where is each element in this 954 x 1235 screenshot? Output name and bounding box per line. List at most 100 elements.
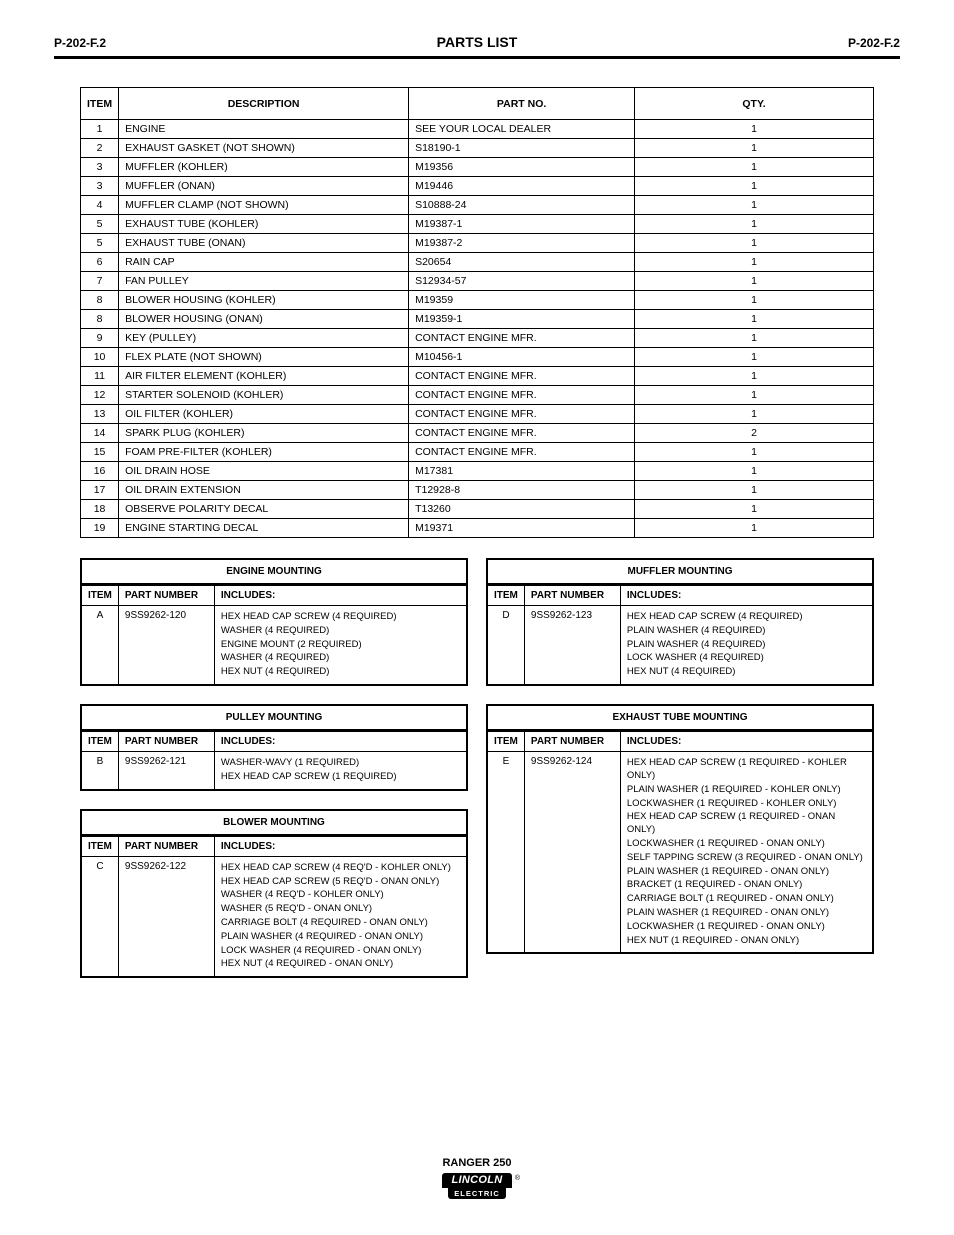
includes-line: PLAIN WASHER (1 REQUIRED - KOHLER ONLY) xyxy=(627,784,866,797)
table-row: 3MUFFLER (ONAN)M194461 xyxy=(81,177,874,196)
cell-qty: 1 xyxy=(635,272,874,291)
col-desc: DESCRIPTION xyxy=(119,88,409,120)
cell-item: D xyxy=(487,606,524,686)
cell-part: 9SS9262-122 xyxy=(118,856,214,977)
col-includes: INCLUDES: xyxy=(214,731,467,752)
subtable-header-row: ITEM PART NUMBER INCLUDES: xyxy=(81,731,467,752)
table-row: 12STARTER SOLENOID (KOHLER)CONTACT ENGIN… xyxy=(81,386,874,405)
subtable-title: BLOWER MOUNTING xyxy=(80,809,468,835)
includes-line: BRACKET (1 REQUIRED - ONAN ONLY) xyxy=(627,879,866,892)
col-includes: INCLUDES: xyxy=(620,585,873,606)
cell-qty: 1 xyxy=(635,500,874,519)
cell-desc: SPARK PLUG (KOHLER) xyxy=(119,424,409,443)
lincoln-electric-logo: LINCOLN ELECTRIC ® xyxy=(442,1173,512,1203)
includes-line: HEX HEAD CAP SCREW (1 REQUIRED - ONAN ON… xyxy=(627,811,866,837)
logo-top-text: LINCOLN xyxy=(442,1173,512,1188)
table-row: C9SS9262-122 HEX HEAD CAP SCREW (4 REQ'D … xyxy=(81,856,467,977)
col-part: PART NUMBER xyxy=(524,731,620,752)
includes-line: HEX HEAD CAP SCREW (4 REQUIRED) xyxy=(221,611,460,624)
cell-item: 6 xyxy=(81,253,119,272)
col-part: PART NUMBER xyxy=(118,731,214,752)
cell-qty: 1 xyxy=(635,215,874,234)
subtable-title: EXHAUST TUBE MOUNTING xyxy=(486,704,874,730)
subtable-header-row: ITEM PART NUMBER INCLUDES: xyxy=(487,585,873,606)
includes-line: LOCK WASHER (4 REQUIRED - ONAN ONLY) xyxy=(221,945,460,958)
cell-desc: EXHAUST TUBE (KOHLER) xyxy=(119,215,409,234)
includes-line: HEX HEAD CAP SCREW (1 REQUIRED) xyxy=(221,771,460,784)
cell-part: 9SS9262-120 xyxy=(118,606,214,686)
cell-item: B xyxy=(81,752,118,790)
cell-desc: OIL DRAIN HOSE xyxy=(119,462,409,481)
includes-line: LOCKWASHER (1 REQUIRED - ONAN ONLY) xyxy=(627,838,866,851)
includes-line: PLAIN WASHER (4 REQUIRED) xyxy=(627,639,866,652)
col-item: ITEM xyxy=(487,731,524,752)
cell-part: S10888-24 xyxy=(409,196,635,215)
table-row: B9SS9262-121WASHER-WAVY (1 REQUIRED)HEX … xyxy=(81,752,467,790)
cell-includes: HEX HEAD CAP SCREW (1 REQUIRED - KOHLER … xyxy=(620,752,873,954)
cell-qty: 1 xyxy=(635,443,874,462)
cell-part: M19387-1 xyxy=(409,215,635,234)
cell-qty: 1 xyxy=(635,348,874,367)
cell-part: M19359-1 xyxy=(409,310,635,329)
cell-part: CONTACT ENGINE MFR. xyxy=(409,405,635,424)
cell-qty: 1 xyxy=(635,310,874,329)
cell-part: M19356 xyxy=(409,158,635,177)
table-row: 9KEY (PULLEY)CONTACT ENGINE MFR.1 xyxy=(81,329,874,348)
section-title: PARTS LIST xyxy=(437,34,518,50)
includes-line: HEX NUT (4 REQUIRED - ONAN ONLY) xyxy=(221,958,460,971)
footer-model: RANGER 250 xyxy=(54,1157,900,1169)
table-row: 10FLEX PLATE (NOT SHOWN)M10456-11 xyxy=(81,348,874,367)
cell-qty: 1 xyxy=(635,367,874,386)
cell-qty: 1 xyxy=(635,481,874,500)
table-row: 11AIR FILTER ELEMENT (KOHLER)CONTACT ENG… xyxy=(81,367,874,386)
cell-desc: KEY (PULLEY) xyxy=(119,329,409,348)
table-row: 15FOAM PRE-FILTER (KOHLER)CONTACT ENGINE… xyxy=(81,443,874,462)
cell-part: M19359 xyxy=(409,291,635,310)
registered-icon: ® xyxy=(515,1175,520,1182)
table-row: 1ENGINESEE YOUR LOCAL DEALER1 xyxy=(81,120,874,139)
table-row: 8BLOWER HOUSING (KOHLER)M193591 xyxy=(81,291,874,310)
table-row: 13OIL FILTER (KOHLER)CONTACT ENGINE MFR.… xyxy=(81,405,874,424)
cell-item: A xyxy=(81,606,118,686)
subtable-header-row: ITEM PART NUMBER INCLUDES: xyxy=(487,731,873,752)
cell-item: 9 xyxy=(81,329,119,348)
cell-desc: MUFFLER (KOHLER) xyxy=(119,158,409,177)
cell-item: 13 xyxy=(81,405,119,424)
cell-item: 15 xyxy=(81,443,119,462)
cell-item: 7 xyxy=(81,272,119,291)
col-includes: INCLUDES: xyxy=(620,731,873,752)
includes-line: HEX HEAD CAP SCREW (4 REQ'D - KOHLER ONL… xyxy=(221,862,460,875)
cell-part: T12928-8 xyxy=(409,481,635,500)
cell-item: C xyxy=(81,856,118,977)
table-row: 5EXHAUST TUBE (ONAN)M19387-21 xyxy=(81,234,874,253)
cell-part: M10456-1 xyxy=(409,348,635,367)
cell-part: T13260 xyxy=(409,500,635,519)
cell-desc: OIL DRAIN EXTENSION xyxy=(119,481,409,500)
table-row: D9SS9262-123HEX HEAD CAP SCREW (4 REQUIR… xyxy=(487,606,873,686)
cell-part: CONTACT ENGINE MFR. xyxy=(409,424,635,443)
includes-line: LOCK WASHER (4 REQUIRED) xyxy=(627,652,866,665)
parts-table-header-row: ITEM DESCRIPTION PART NO. QTY. xyxy=(81,88,874,120)
table-row: 6RAIN CAPS206541 xyxy=(81,253,874,272)
cell-qty: 1 xyxy=(635,253,874,272)
includes-line: PLAIN WASHER (4 REQUIRED) xyxy=(627,625,866,638)
parts-table: ITEM DESCRIPTION PART NO. QTY. 1ENGINESE… xyxy=(80,87,874,538)
cell-desc: MUFFLER CLAMP (NOT SHOWN) xyxy=(119,196,409,215)
cell-qty: 1 xyxy=(635,177,874,196)
cell-qty: 1 xyxy=(635,291,874,310)
cell-item: 10 xyxy=(81,348,119,367)
cell-qty: 1 xyxy=(635,196,874,215)
table-row: 14SPARK PLUG (KOHLER)CONTACT ENGINE MFR.… xyxy=(81,424,874,443)
muffler-mount-table: MUFFLER MOUNTING ITEM PART NUMBER INCLUD… xyxy=(486,558,874,686)
cell-qty: 2 xyxy=(635,424,874,443)
cell-desc: STARTER SOLENOID (KOHLER) xyxy=(119,386,409,405)
cell-desc: OBSERVE POLARITY DECAL xyxy=(119,500,409,519)
cell-desc: FAN PULLEY xyxy=(119,272,409,291)
cell-qty: 1 xyxy=(635,462,874,481)
includes-line: HEX HEAD CAP SCREW (5 REQ'D - ONAN ONLY) xyxy=(221,876,460,889)
cell-part: M19371 xyxy=(409,519,635,538)
includes-line: HEX NUT (1 REQUIRED - ONAN ONLY) xyxy=(627,935,866,948)
cell-desc: MUFFLER (ONAN) xyxy=(119,177,409,196)
cell-qty: 1 xyxy=(635,234,874,253)
table-row: 2EXHAUST GASKET (NOT SHOWN)S18190-11 xyxy=(81,139,874,158)
